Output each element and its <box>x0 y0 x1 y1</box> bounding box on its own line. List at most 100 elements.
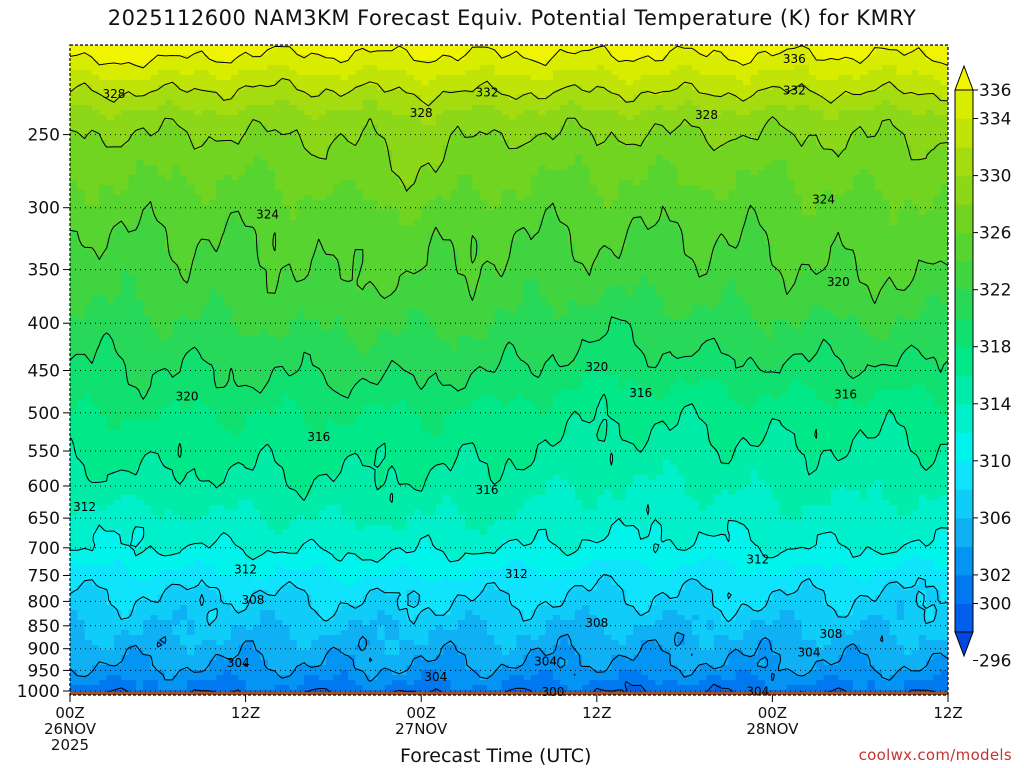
field-cell <box>450 185 458 191</box>
field-cell <box>450 45 458 51</box>
field-cell <box>707 45 715 51</box>
field-cell <box>780 105 788 111</box>
field-cell <box>611 65 619 71</box>
field-cell <box>919 60 927 66</box>
field-cell <box>502 80 510 86</box>
field-cell <box>429 195 437 201</box>
field-cell <box>143 235 151 241</box>
field-cell <box>553 140 561 146</box>
field-cell <box>575 180 583 186</box>
field-cell <box>860 85 868 91</box>
field-cell <box>326 245 334 251</box>
field-cell <box>575 235 583 241</box>
field-cell <box>582 175 590 181</box>
field-cell <box>553 125 561 131</box>
field-cell <box>648 140 656 146</box>
field-cell <box>794 215 802 221</box>
field-cell <box>333 50 341 56</box>
field-cell <box>772 80 780 86</box>
field-cell <box>297 115 305 121</box>
field-cell <box>348 145 356 151</box>
field-cell <box>597 50 605 56</box>
field-cell <box>231 75 239 81</box>
field-cell <box>224 90 232 96</box>
field-cell <box>516 235 524 241</box>
field-cell <box>429 135 437 141</box>
field-cell <box>275 250 283 256</box>
field-cell <box>385 115 393 121</box>
field-cell <box>143 165 151 171</box>
field-cell <box>172 95 180 101</box>
field-cell <box>743 80 751 86</box>
field-cell <box>721 175 729 181</box>
field-cell <box>575 240 583 246</box>
field-cell <box>143 155 151 161</box>
field-cell <box>392 65 400 71</box>
field-cell <box>750 110 758 116</box>
field-cell <box>772 105 780 111</box>
field-cell <box>319 235 327 241</box>
field-cell <box>831 90 839 96</box>
field-cell <box>370 180 378 186</box>
field-cell <box>136 165 144 171</box>
field-cell <box>846 50 854 56</box>
field-cell <box>926 220 934 226</box>
field-cell <box>136 180 144 186</box>
field-cell <box>546 240 554 246</box>
field-cell <box>85 220 93 226</box>
field-cell <box>304 115 312 121</box>
field-cell <box>853 240 861 246</box>
field-cell <box>560 170 568 176</box>
field-cell <box>626 170 634 176</box>
field-cell <box>575 190 583 196</box>
field-cell <box>392 235 400 241</box>
field-cell <box>414 80 422 86</box>
field-cell <box>487 230 495 236</box>
field-cell <box>889 115 897 121</box>
field-cell <box>99 155 107 161</box>
field-cell <box>655 130 663 136</box>
field-cell <box>319 160 327 166</box>
field-cell <box>582 70 590 76</box>
field-cell <box>253 105 261 111</box>
field-cell <box>772 110 780 116</box>
field-cell <box>729 85 737 91</box>
field-cell <box>238 235 246 241</box>
field-cell <box>538 75 546 81</box>
field-cell <box>824 85 832 91</box>
field-cell <box>253 60 261 66</box>
field-cell <box>633 150 641 156</box>
field-cell <box>436 190 444 196</box>
field-cell <box>224 170 232 176</box>
field-cell <box>875 175 883 181</box>
field-cell <box>77 65 85 71</box>
field-cell <box>319 65 327 71</box>
field-cell <box>348 175 356 181</box>
field-cell <box>611 195 619 201</box>
field-cell <box>472 120 480 126</box>
field-cell <box>238 120 246 126</box>
field-cell <box>897 230 905 236</box>
field-cell <box>297 155 305 161</box>
field-cell <box>933 65 941 71</box>
field-cell <box>180 155 188 161</box>
field-cell <box>231 250 239 256</box>
field-cell <box>304 175 312 181</box>
field-cell <box>604 175 612 181</box>
field-cell <box>282 210 290 216</box>
field-cell <box>546 145 554 151</box>
field-cell <box>450 195 458 201</box>
field-cell <box>443 150 451 156</box>
field-cell <box>868 140 876 146</box>
field-cell <box>663 75 671 81</box>
field-cell <box>85 70 93 76</box>
field-cell <box>355 145 363 151</box>
field-cell <box>772 45 780 51</box>
field-cell <box>677 110 685 116</box>
field-cell <box>663 240 671 246</box>
field-cell <box>202 115 210 121</box>
field-cell <box>231 110 239 116</box>
field-cell <box>421 140 429 146</box>
field-cell <box>553 160 561 166</box>
field-cell <box>604 240 612 246</box>
